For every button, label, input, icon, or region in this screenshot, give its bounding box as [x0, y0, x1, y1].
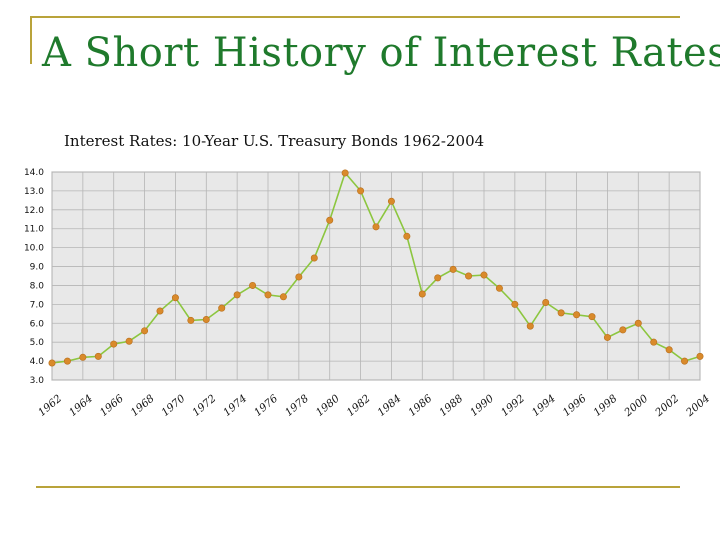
- chart-title: Interest Rates: 10-Year U.S. Treasury Bo…: [64, 132, 484, 150]
- x-tick-label: 1992: [499, 392, 527, 419]
- data-point: [79, 353, 87, 361]
- data-point: [125, 337, 133, 345]
- data-point: [279, 293, 287, 301]
- data-point: [357, 187, 365, 195]
- data-point: [495, 284, 503, 292]
- slide-title: A Short History of Interest Rates: [42, 30, 720, 76]
- data-point: [511, 300, 519, 308]
- x-tick-label: 1984: [375, 393, 403, 419]
- y-tick-label: 13.0: [24, 187, 44, 197]
- y-tick-label: 7.0: [30, 300, 45, 310]
- data-point: [264, 291, 272, 299]
- data-point: [63, 357, 71, 365]
- y-tick-label: 6.0: [30, 319, 45, 329]
- data-point: [619, 326, 627, 334]
- data-point: [233, 291, 241, 299]
- data-point: [326, 216, 334, 224]
- data-point: [110, 340, 118, 348]
- data-point: [94, 352, 102, 360]
- x-tick-label: 1966: [98, 392, 126, 419]
- x-tick-label: 1968: [129, 392, 157, 419]
- x-tick-label: 1962: [36, 392, 64, 419]
- y-tick-label: 14.0: [24, 168, 44, 178]
- interest-rate-chart: Interest Rates: 10-Year U.S. Treasury Bo…: [24, 132, 712, 420]
- data-point: [372, 223, 380, 231]
- y-tick-label: 12.0: [24, 206, 44, 216]
- bottom-accent-rule: [36, 486, 680, 488]
- x-tick-label: 2002: [652, 392, 681, 419]
- data-point: [573, 311, 581, 319]
- x-tick-label: 1996: [561, 392, 589, 419]
- data-point: [310, 254, 318, 262]
- data-point: [295, 273, 303, 281]
- data-point: [542, 298, 550, 306]
- x-tick-label: 1964: [67, 393, 95, 419]
- x-tick-label: 1994: [530, 393, 558, 419]
- chart-container: Interest Rates: 10-Year U.S. Treasury Bo…: [0, 122, 720, 442]
- plot-background: [51, 171, 701, 381]
- data-point: [403, 232, 411, 240]
- x-tick-label: 1974: [221, 393, 249, 419]
- y-tick-label: 9.0: [30, 263, 45, 273]
- data-point: [341, 169, 349, 177]
- data-point: [557, 309, 565, 317]
- y-tick-label: 11.0: [24, 225, 44, 235]
- y-tick-label: 8.0: [30, 281, 45, 291]
- top-accent-rule: [30, 16, 680, 18]
- x-tick-label: 1970: [159, 392, 187, 419]
- x-tick-label: 1972: [190, 392, 218, 419]
- data-point: [171, 294, 179, 302]
- x-tick-label: 2000: [621, 392, 650, 419]
- data-point: [480, 271, 488, 279]
- x-tick-label: 1998: [591, 392, 619, 419]
- x-tick-label: 1988: [437, 392, 465, 419]
- x-tick-label: 1990: [468, 392, 496, 419]
- data-point: [418, 290, 426, 298]
- data-point: [696, 352, 704, 360]
- data-point: [465, 272, 473, 280]
- data-point: [187, 316, 195, 324]
- data-point: [141, 327, 149, 335]
- data-point: [449, 265, 457, 273]
- y-tick-label: 5.0: [30, 338, 45, 348]
- data-point: [526, 322, 534, 330]
- data-point: [156, 307, 164, 315]
- data-point: [650, 338, 658, 346]
- data-point: [218, 304, 226, 312]
- y-tick-label: 10.0: [24, 244, 44, 254]
- data-point: [588, 313, 596, 321]
- data-point: [681, 357, 689, 365]
- x-tick-label: 1976: [252, 392, 280, 419]
- data-point: [665, 346, 673, 354]
- y-tick-label: 3.0: [30, 376, 45, 386]
- x-tick-label: 1986: [406, 392, 434, 419]
- data-point: [202, 315, 210, 323]
- data-point: [634, 319, 642, 327]
- x-tick-label: 1980: [314, 392, 342, 419]
- x-tick-label: 1978: [283, 392, 311, 419]
- x-tick-label: 1982: [345, 392, 373, 419]
- y-tick-label: 4.0: [30, 357, 45, 367]
- x-tick-label: 2004: [683, 393, 712, 420]
- data-point: [434, 274, 442, 282]
- data-point: [603, 333, 611, 341]
- data-point: [387, 197, 395, 205]
- data-point: [48, 359, 56, 367]
- left-accent-rule: [30, 16, 32, 64]
- data-point: [249, 281, 257, 289]
